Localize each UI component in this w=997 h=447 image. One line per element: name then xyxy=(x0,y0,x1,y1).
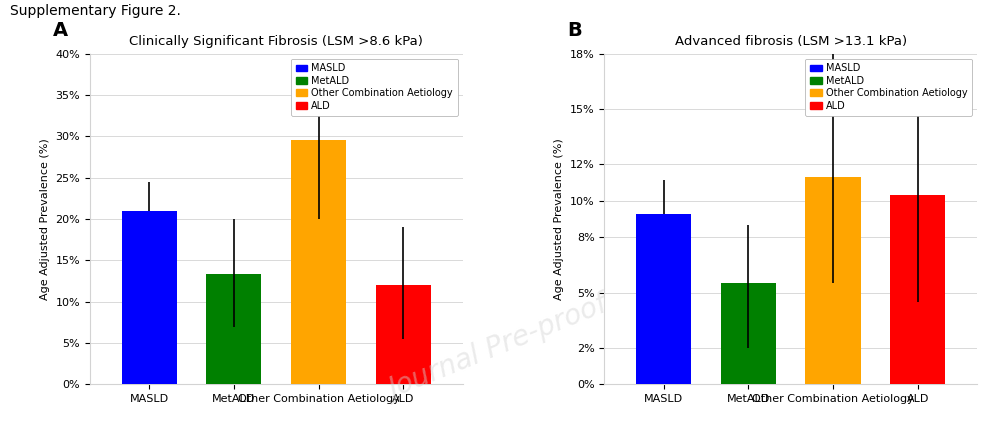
Y-axis label: Age Adjusted Prevalence (%): Age Adjusted Prevalence (%) xyxy=(554,138,564,300)
Title: Clinically Significant Fibrosis (LSM >8.6 kPa): Clinically Significant Fibrosis (LSM >8.… xyxy=(130,35,423,48)
Bar xyxy=(291,140,346,384)
Y-axis label: Age Adjusted Prevalence (%): Age Adjusted Prevalence (%) xyxy=(40,138,50,300)
Title: Advanced fibrosis (LSM >13.1 kPa): Advanced fibrosis (LSM >13.1 kPa) xyxy=(675,35,906,48)
Bar xyxy=(806,177,860,384)
Text: Supplementary Figure 2.: Supplementary Figure 2. xyxy=(10,4,180,18)
Legend: MASLD, MetALD, Other Combination Aetiology, ALD: MASLD, MetALD, Other Combination Aetiolo… xyxy=(806,59,972,115)
Bar xyxy=(376,285,431,384)
Bar xyxy=(721,283,776,384)
Text: A: A xyxy=(53,21,68,40)
Text: B: B xyxy=(567,21,581,40)
Text: Journal Pre-proof: Journal Pre-proof xyxy=(385,292,612,405)
Bar xyxy=(636,214,691,384)
Bar xyxy=(206,274,261,384)
Legend: MASLD, MetALD, Other Combination Aetiology, ALD: MASLD, MetALD, Other Combination Aetiolo… xyxy=(291,59,458,115)
Bar xyxy=(890,195,945,384)
Bar xyxy=(122,211,176,384)
